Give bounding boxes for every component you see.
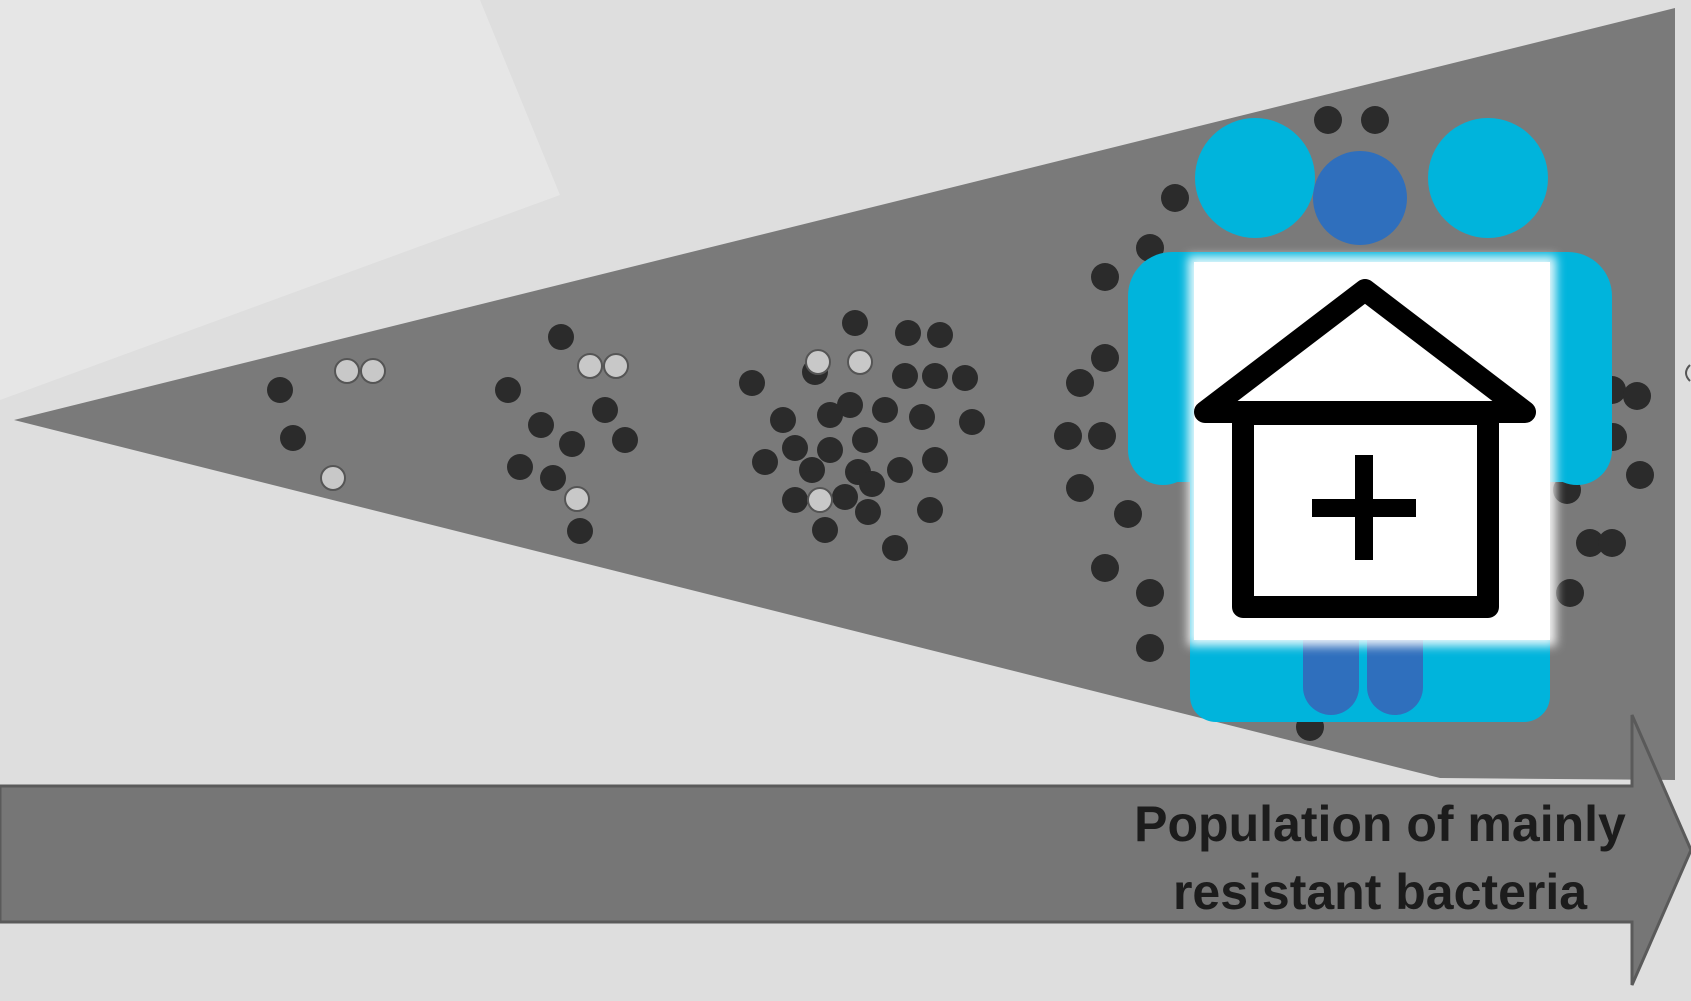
bacteria-cluster-1 <box>267 358 386 491</box>
bacteria-cluster-3 <box>739 310 985 561</box>
plus-icon <box>1312 455 1416 560</box>
background-light-patch <box>0 0 560 400</box>
arrow-label: Population of mainly resistant bacteria <box>1080 790 1680 926</box>
arrow-label-line2: resistant bacteria <box>1172 864 1588 920</box>
hospital-icon <box>1194 279 1536 618</box>
edge-mark <box>1685 364 1691 382</box>
arrow-label-line1: Population of mainly <box>1134 796 1626 852</box>
bacteria-cluster-2 <box>495 324 638 544</box>
hospital-with-people-icon <box>1128 118 1612 722</box>
time-arrow <box>0 714 1691 986</box>
